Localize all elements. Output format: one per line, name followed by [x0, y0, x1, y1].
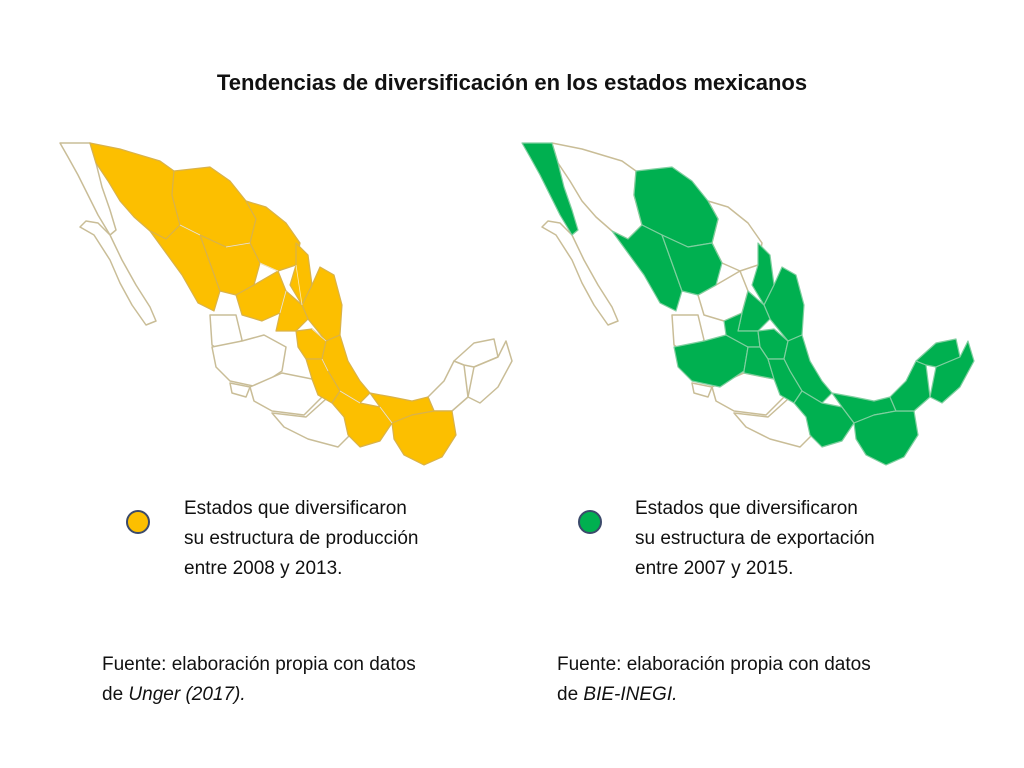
state-quintana-roo — [467, 340, 513, 404]
source-left: Fuente: elaboración propia con datos de … — [102, 650, 416, 710]
state-campeche — [427, 360, 469, 412]
state-colima — [229, 382, 251, 398]
source-left-line1: Fuente: elaboración propia con datos — [102, 654, 416, 675]
legend-production: Estados que diversificaron su estructura… — [184, 494, 418, 584]
state-coahuila — [245, 200, 301, 272]
source-right-line1: Fuente: elaboración propia con datos — [557, 654, 871, 675]
legend-dot-production — [126, 510, 150, 534]
source-left-line2: de Unger (2017). — [102, 680, 416, 710]
source-right: Fuente: elaboración propia con datos de … — [557, 650, 871, 710]
mexico-production-map — [59, 142, 513, 466]
legend-export-line3: entre 2007 y 2015. — [635, 558, 794, 579]
legend-export-line1: Estados que diversificaron — [635, 498, 858, 519]
state-michoacan — [249, 372, 323, 416]
source-right-ref: BIE-INEGI. — [583, 684, 678, 705]
state-campeche — [889, 360, 931, 412]
source-right-prefix: de — [557, 684, 584, 705]
state-chiapas — [853, 410, 919, 466]
state-colima — [691, 382, 713, 398]
source-left-prefix: de — [102, 684, 129, 705]
legend-production-line1: Estados que diversificaron — [184, 498, 407, 519]
legend-production-line2: su estructura de producción — [184, 528, 419, 549]
state-oaxaca — [793, 390, 855, 448]
state-quintana-roo — [929, 340, 975, 404]
legend-production-line3: entre 2008 y 2013. — [184, 558, 343, 579]
state-jalisco — [211, 334, 287, 388]
slide-title: Tendencias de diversificación en los est… — [216, 70, 808, 95]
state-baja-california — [521, 142, 579, 236]
state-chiapas — [391, 410, 457, 466]
state-baja-california-sur — [541, 220, 619, 326]
state-durango — [661, 234, 723, 296]
source-right-line2: de BIE-INEGI. — [557, 680, 871, 710]
legend-export: Estados que diversificaron su estructura… — [635, 494, 875, 584]
state-baja-california-sur — [79, 220, 157, 326]
source-left-ref: Unger (2017). — [128, 684, 246, 705]
legend-dot-export — [578, 510, 602, 534]
mexico-export-map — [521, 142, 975, 466]
legend-export-line2: su estructura de exportación — [635, 528, 875, 549]
